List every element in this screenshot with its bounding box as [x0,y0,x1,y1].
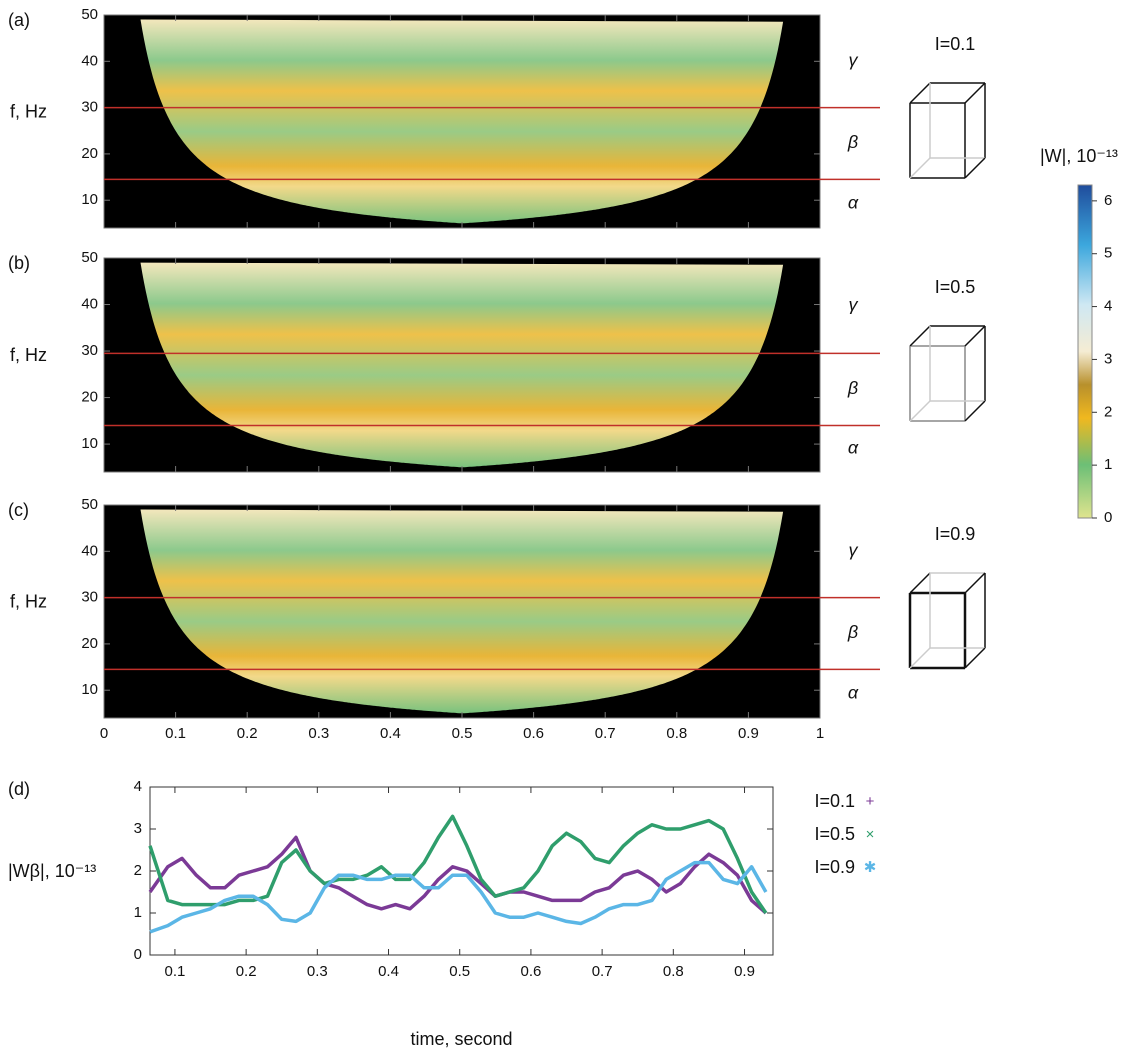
cube-edge [964,572,986,594]
cube-edge [909,572,931,594]
x-tick-label: 0.5 [452,725,473,742]
series-line [149,860,768,934]
y-tick-label: 10 [81,191,98,208]
y-tick-label: 30 [81,589,98,606]
y-axis-label: f, Hz [10,102,47,122]
legend-marker: + [866,793,875,810]
colorbar-tick-label: 3 [1104,350,1112,367]
y-tick-label: 40 [81,52,98,69]
cube-edge [909,400,931,422]
cube-edge [964,157,986,179]
panel-label: (c) [8,500,29,520]
band-label: β [847,622,858,642]
x-tick-label: 0.2 [236,963,257,980]
y-tick-label: 30 [81,342,98,359]
colorbar-tick-label: 2 [1104,403,1112,420]
x-tick-label: 0.5 [449,963,470,980]
plot-frame [103,14,821,229]
scalogram [140,509,784,714]
scalogram [140,262,784,468]
cube-label: I=0.9 [935,524,976,544]
cube-edge [964,325,986,347]
band-label: β [847,132,858,152]
y-tick-label: 50 [81,6,98,23]
panel-label: (a) [8,10,30,30]
plot-frame [103,257,821,473]
y-tick-label: 3 [134,820,142,837]
y-tick-label: 30 [81,99,98,116]
y-tick-label: 0 [134,946,142,963]
series-line [148,835,768,915]
y-tick-label: 50 [81,496,98,513]
y-tick-label: 4 [134,778,142,795]
y-axis-label: f, Hz [10,345,47,365]
x-tick-label: 0.9 [738,725,759,742]
cube-edge [909,82,931,104]
x-tick-label: 0.2 [237,725,258,742]
y-tick-label: 1 [134,904,142,921]
series-line [148,814,768,914]
band-label: γ [849,50,859,70]
x-tick-label: 0.4 [378,963,399,980]
y-axis-label: f, Hz [10,592,47,612]
x-tick-label: 1 [816,725,824,742]
colorbar [1077,184,1093,519]
legend-label: I=0.1 [814,791,855,811]
y-tick-label: 50 [81,249,98,266]
plot-frame [103,504,821,719]
x-tick-label: 0.1 [165,725,186,742]
band-label: γ [849,540,859,560]
cube-edge [964,400,986,422]
colorbar-tick-label: 4 [1104,298,1112,315]
x-axis-label: time, second [410,1029,512,1049]
x-tick-label: 0.7 [595,725,616,742]
x-tick-label: 0.8 [663,963,684,980]
x-tick-label: 0 [100,725,108,742]
y-tick-label: 2 [134,862,142,879]
legend-label: I=0.5 [814,824,855,844]
cube-edge [964,647,986,669]
x-tick-label: 0.6 [520,963,541,980]
x-tick-label: 0.8 [666,725,687,742]
legend-label: I=0.9 [814,857,855,877]
y-tick-label: 40 [81,542,98,559]
colorbar-tick-label: 6 [1104,192,1112,209]
legend-marker: ✱ [864,859,877,876]
colorbar-tick-label: 1 [1104,456,1112,473]
y-tick-label: 20 [81,145,98,162]
colorbar-tick-label: 0 [1104,509,1112,526]
panel-label: (d) [8,779,30,799]
band-label: γ [849,294,859,314]
cube-label: I=0.5 [935,277,976,297]
x-tick-label: 0.9 [734,963,755,980]
x-tick-label: 0.3 [308,725,329,742]
x-tick-label: 0.1 [164,963,185,980]
band-label: α [848,682,859,702]
cube-edge [909,647,931,669]
cube-edge [909,325,931,347]
colorbar-tick-label: 5 [1104,245,1112,262]
band-label: α [848,192,859,212]
cube-edge [909,157,931,179]
band-label: β [847,378,858,398]
band-label: α [848,437,859,457]
colorbar-title: |W|, 10⁻¹³ [1040,146,1118,166]
x-tick-label: 0.4 [380,725,401,742]
legend-marker: × [866,826,875,843]
x-tick-label: 0.3 [307,963,328,980]
y-axis-label: |Wβ|, 10⁻¹³ [8,861,96,881]
x-tick-label: 0.6 [523,725,544,742]
scalogram [140,19,784,224]
cube-edge [964,82,986,104]
y-tick-label: 10 [81,681,98,698]
cube-label: I=0.1 [935,34,976,54]
y-tick-label: 10 [81,435,98,452]
y-tick-label: 40 [81,295,98,312]
y-tick-label: 20 [81,389,98,406]
y-tick-label: 20 [81,635,98,652]
panel-label: (b) [8,253,30,273]
x-tick-label: 0.7 [592,963,613,980]
